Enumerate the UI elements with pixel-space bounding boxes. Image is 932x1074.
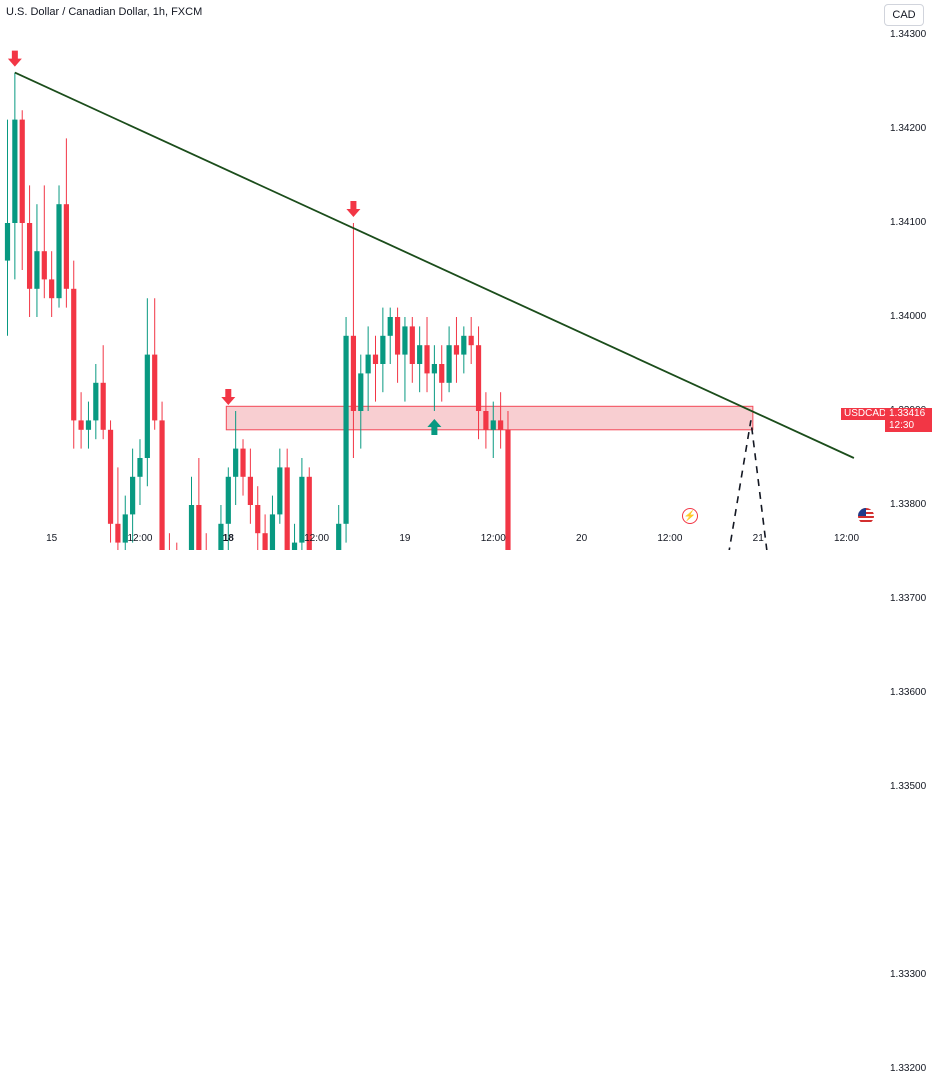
candle-body	[247, 476, 253, 505]
candle-body	[446, 345, 452, 383]
candle-body	[498, 420, 504, 430]
candle-body	[350, 335, 357, 411]
x-tick-label: 20	[576, 533, 588, 544]
candle-body	[483, 411, 489, 430]
y-tick-label: 1.33700	[890, 593, 927, 604]
candle-body	[100, 382, 106, 430]
candle-body	[306, 476, 312, 550]
candle-body	[417, 345, 423, 364]
candle-body	[468, 335, 474, 346]
candle-body	[12, 119, 18, 223]
currency-button[interactable]: CAD	[884, 4, 924, 26]
x-tick-label: 12:00	[657, 533, 683, 544]
candle-body	[152, 354, 158, 421]
y-tick-label: 1.33300	[890, 969, 927, 980]
candle-body	[218, 523, 224, 550]
candle-body	[4, 223, 11, 261]
candle-body	[424, 345, 430, 374]
candle-body	[93, 382, 99, 421]
candle-body	[255, 505, 261, 534]
x-tick-label: 12:00	[480, 533, 506, 544]
resistance-zone	[225, 405, 754, 431]
y-tick-label: 1.33200	[890, 1063, 927, 1074]
candle-body	[343, 335, 349, 524]
candle-body	[365, 354, 371, 374]
candle-body	[372, 354, 379, 364]
candle-body	[291, 542, 298, 550]
candle-body	[490, 420, 496, 430]
candle-body	[122, 514, 128, 543]
candle-body	[41, 251, 47, 280]
last-price-value: 1.33416	[889, 408, 926, 419]
candle-body	[240, 448, 246, 477]
candle-body	[56, 204, 62, 299]
candle-body	[233, 448, 239, 477]
x-tick-label: 12:00	[127, 533, 153, 544]
candle-body	[299, 476, 305, 543]
candle-body	[394, 317, 401, 355]
candle-body	[475, 345, 482, 411]
candle-body	[461, 335, 467, 355]
arrow-down-icon	[221, 389, 236, 405]
chart-title: U.S. Dollar / Canadian Dollar, 1h, FXCM	[6, 6, 203, 18]
arrow-down-icon	[346, 201, 361, 217]
arrow-down-icon	[7, 50, 22, 67]
x-tick-label: 12:00	[834, 533, 860, 544]
y-tick-label: 1.34000	[890, 311, 927, 322]
y-tick-label: 1.33600	[890, 687, 927, 698]
candle-body	[431, 364, 437, 374]
candle-body	[63, 204, 69, 289]
x-tick-label: 19	[399, 533, 411, 544]
candle-body	[115, 523, 121, 543]
x-tick-label: 12:00	[304, 533, 330, 544]
x-tick-label: 18	[222, 533, 234, 544]
bar-countdown: 12:30	[889, 420, 915, 431]
candle-body	[358, 373, 364, 411]
candle-body	[262, 533, 268, 550]
symbol-tag: USDCAD	[841, 408, 890, 420]
candle-body	[380, 335, 386, 364]
candle-body	[225, 476, 231, 524]
candle-body	[188, 505, 195, 550]
candle-body	[34, 251, 40, 289]
candle-body	[269, 514, 276, 550]
candle-body	[402, 326, 408, 355]
y-tick-label: 1.34100	[890, 217, 927, 228]
candle-body	[85, 420, 92, 430]
candle-body	[26, 223, 33, 289]
candle-body	[439, 364, 445, 383]
price-chart[interactable]	[0, 0, 932, 550]
candle-body	[137, 458, 143, 477]
last-price-tag: 1.33416 12:30	[885, 408, 932, 432]
candle-body	[387, 317, 393, 336]
flash-icon[interactable]: ⚡	[682, 508, 698, 524]
candle-body	[71, 288, 77, 421]
x-tick-label: 21	[752, 533, 764, 544]
trendline	[14, 71, 855, 459]
y-tick-label: 1.34200	[890, 123, 927, 134]
candle-body	[505, 429, 511, 550]
candle-body	[107, 429, 114, 524]
candle-body	[144, 354, 150, 458]
candle-body	[409, 326, 415, 364]
candle-body	[130, 476, 136, 515]
candle-body	[277, 467, 283, 515]
y-tick-label: 1.33800	[890, 499, 927, 510]
candle-body	[78, 420, 84, 430]
y-tick-label: 1.33500	[890, 781, 927, 792]
y-tick-label: 1.34300	[890, 29, 927, 40]
us-flag-icon[interactable]	[858, 508, 874, 524]
candle-body	[336, 523, 342, 550]
candle-body	[159, 420, 165, 550]
x-tick-label: 15	[46, 533, 58, 544]
candle-body	[19, 119, 25, 223]
candle-body	[284, 467, 290, 550]
candle-body	[453, 345, 460, 355]
candle-body	[196, 505, 202, 550]
arrow-up-icon	[427, 419, 442, 435]
candle-body	[49, 279, 55, 299]
